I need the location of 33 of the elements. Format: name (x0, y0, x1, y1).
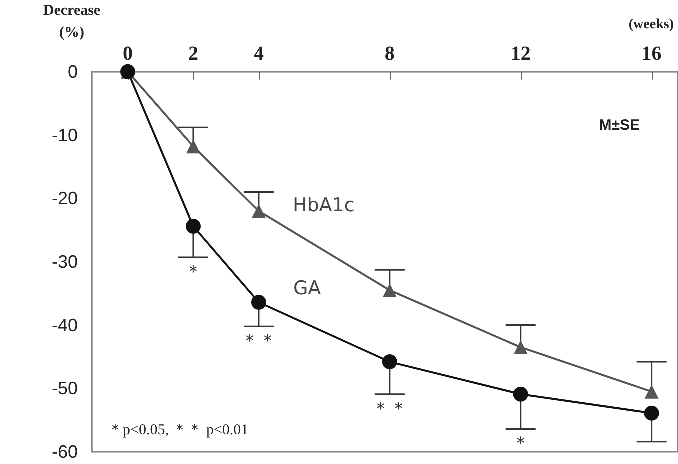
series-label: GA (293, 277, 322, 300)
x-axis-title: (weeks) (628, 17, 674, 32)
y-tick-label: 0 (68, 62, 78, 82)
point (186, 218, 201, 234)
point (252, 204, 266, 218)
point (186, 140, 200, 154)
point (251, 294, 266, 310)
y-tick-label: -10 (52, 125, 78, 146)
annotation: ＊p<0.05, ＊＊ p<0.01 (108, 422, 249, 438)
y-tick-label: -30 (52, 252, 78, 272)
annotation: ＊ (184, 262, 202, 282)
y-tick-label: -60 (52, 442, 78, 462)
x-tick-label: 4 (254, 42, 264, 65)
x-tick-label: 2 (188, 42, 198, 65)
point (513, 386, 528, 402)
annotation: ＊＊ (240, 330, 277, 351)
x-tick-label: 8 (384, 42, 395, 65)
point (382, 354, 398, 370)
point (514, 340, 528, 354)
y-axis-title: Decrease (%) (43, 3, 101, 41)
series-label: HbA1c (292, 194, 355, 216)
point (644, 406, 660, 421)
annotation: ＊ (512, 433, 530, 454)
annotation: ＊＊ (372, 398, 408, 418)
y-tick-label: -50 (52, 378, 78, 399)
point (644, 384, 659, 399)
x-tick-label: 12 (510, 42, 531, 65)
annotation: M±SE (599, 117, 640, 134)
x-tick-label: 16 (642, 42, 662, 65)
y-tick-label: -20 (52, 188, 78, 209)
point (382, 283, 397, 298)
x-tick-label: 0 (123, 42, 134, 65)
y-tick-label: -40 (52, 315, 78, 336)
